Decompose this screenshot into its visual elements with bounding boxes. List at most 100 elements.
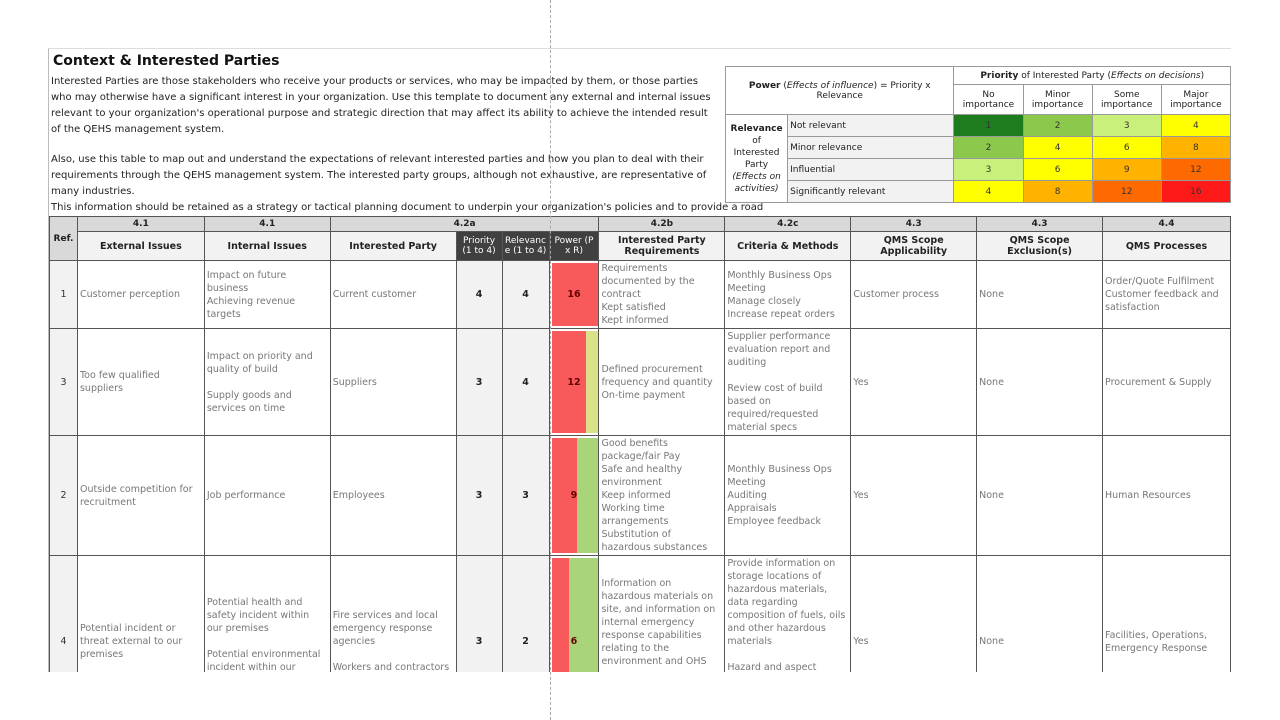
relevance-label: Significantly relevant [787,180,955,203]
matrix-row: Minor relevance 2 4 6 8 [726,136,1231,159]
priority-cell[interactable]: 4 [455,260,503,329]
column-header: QMS Scope Applicability [850,231,978,261]
internal-cell[interactable]: Impact on priority and quality of build … [203,328,331,436]
clause-group-header: 4.2b [598,216,726,232]
processes-cell[interactable]: Facilities, Operations, Emergency Respon… [1102,555,1231,672]
intro-paragraph-1: Interested Parties are those stakeholder… [51,76,711,135]
processes-cell[interactable]: Human Resources [1102,435,1231,556]
column-header: Interested Party [329,231,457,261]
criteria-cell[interactable]: Monthly Business Ops Meeting Manage clos… [724,260,852,329]
processes-cell[interactable]: Procurement & Supply [1102,328,1231,436]
internal-cell[interactable]: Job performance [203,435,331,556]
relevance-label: Not relevant [787,114,955,137]
criteria-cell[interactable]: Monthly Business Ops Meeting Auditing Ap… [724,435,852,556]
external-cell[interactable]: Potential incident or threat external to… [76,555,205,672]
clause-group-header: 4.2a [329,216,600,232]
power-data-bar [551,438,578,553]
column-header: QMS Processes [1102,231,1231,261]
party-cell[interactable]: Suppliers [329,328,457,436]
relevance-header: Relevance of Interested Party (Effects on … [724,114,789,203]
party-cell[interactable]: Employees [329,435,457,556]
matrix-row: Influential 3 6 9 12 [726,158,1231,181]
relevance-cell[interactable]: 3 [501,435,550,556]
external-cell[interactable]: Too few qualified suppliers [76,328,205,436]
matrix-cell: 4 [1022,136,1093,159]
external-cell[interactable]: Outside competition for recruitment [76,435,205,556]
clause-group-header: 4.2c [724,216,852,232]
party-cell[interactable]: Fire services and local emergency respon… [329,555,457,672]
ref-cell: 4 [49,555,78,672]
power-data-bar [551,558,569,672]
relevance-label: Influential [787,158,955,181]
clause-group-header: 4.1 [203,216,331,232]
matrix-cell: 12 [1160,158,1231,181]
clause-group-header: 4.3 [976,216,1104,232]
exclusion-cell[interactable]: None [976,555,1104,672]
applicability-cell[interactable]: Customer process [850,260,978,329]
power-value: 16 [567,289,581,300]
table-row[interactable]: 3 Too few qualified suppliers Impact on pr… [49,328,1231,436]
external-cell[interactable]: Customer perception [76,260,205,329]
matrix-cell: 4 [1160,114,1231,137]
applicability-cell[interactable]: Yes [850,328,978,436]
clause-group-header: 4.4 [1102,216,1231,232]
power-value: 12 [567,376,581,388]
relevance-label: Minor relevance [787,136,955,159]
internal-cell[interactable]: Potential health and safety incident wit… [203,555,331,672]
column-header: Priority (1 to 4) [455,231,503,261]
power-cell[interactable]: 16 [548,260,600,329]
internal-cell[interactable]: Impact on future business Achieving reve… [203,260,331,329]
power-data-bar [551,331,586,433]
column-header: Power (P x R) [548,231,600,261]
matrix-cell: 4 [953,180,1024,203]
applicability-cell[interactable]: Yes [850,435,978,556]
relevance-cell[interactable]: 2 [501,555,550,672]
interested-parties-table: Ref. 4.1 4.1 4.2a 4.2b 4.2c 4.3 4.3 4.4 External… [49,216,1231,672]
ref-cell: 2 [49,435,78,556]
priority-cell[interactable]: 3 [455,435,503,556]
power-value: 9 [570,490,578,501]
intro-paragraph-2: Also, use this table to map out and unde… [51,154,707,197]
table-row[interactable]: 1 Customer perception Impact on future bus… [49,260,1231,329]
matrix-cell: 12 [1091,180,1162,203]
priority-col-header: Major importance [1160,84,1231,115]
criteria-cell[interactable]: Provide information on storage locations… [724,555,852,672]
exclusion-cell[interactable]: None [976,260,1104,329]
priority-cell[interactable]: 3 [455,555,503,672]
matrix-cell: 6 [1091,136,1162,159]
power-cell[interactable]: 6 [548,555,600,672]
party-cell[interactable]: Current customer [329,260,457,329]
exclusion-cell[interactable]: None [976,435,1104,556]
matrix-cell: 1 [953,114,1024,137]
clause-group-header: 4.3 [850,216,978,232]
power-matrix: Power (Effects of influence) = Priority … [724,66,1231,203]
requirements-cell[interactable]: Requirements documented by the contract … [598,260,726,329]
relevance-cell[interactable]: 4 [501,328,550,436]
power-cell[interactable]: 9 [548,435,600,556]
ref-header: Ref. [49,216,78,261]
requirements-cell[interactable]: Good benefits package/fair Pay Safe and … [598,435,726,556]
priority-cell[interactable]: 3 [455,328,503,436]
clause-group-header: 4.1 [76,216,205,232]
intro-paragraph-3: This information should be retained as a… [51,202,764,213]
table-row[interactable]: 2 Outside competition for recruitment Job … [49,435,1231,556]
processes-cell[interactable]: Order/Quote Fulfilment Customer feedback… [1102,260,1231,329]
matrix-row: Significantly relevant 4 8 12 16 [726,180,1231,203]
power-value: 6 [570,636,578,647]
applicability-cell[interactable]: Yes [850,555,978,672]
power-cell[interactable]: 12 [548,328,600,436]
criteria-cell[interactable]: Supplier performance evaluation report a… [724,328,852,436]
column-header: Internal Issues [203,231,331,261]
matrix-cell: 8 [1022,180,1093,203]
column-header: Interested Party Requirements [598,231,726,261]
matrix-cell: 16 [1160,180,1231,203]
exclusion-cell[interactable]: None [976,328,1104,436]
relevance-cell[interactable]: 4 [501,260,550,329]
matrix-cell: 3 [1091,114,1162,137]
requirements-cell[interactable]: Defined procurement frequency and quanti… [598,328,726,436]
requirements-cell[interactable]: Information on hazardous materials on si… [598,555,726,672]
table-row[interactable]: 4 Potential incident or threat external t… [49,555,1231,672]
priority-col-header: No importance [953,84,1024,115]
matrix-cell: 9 [1091,158,1162,181]
column-header: Criteria & Methods [724,231,852,261]
